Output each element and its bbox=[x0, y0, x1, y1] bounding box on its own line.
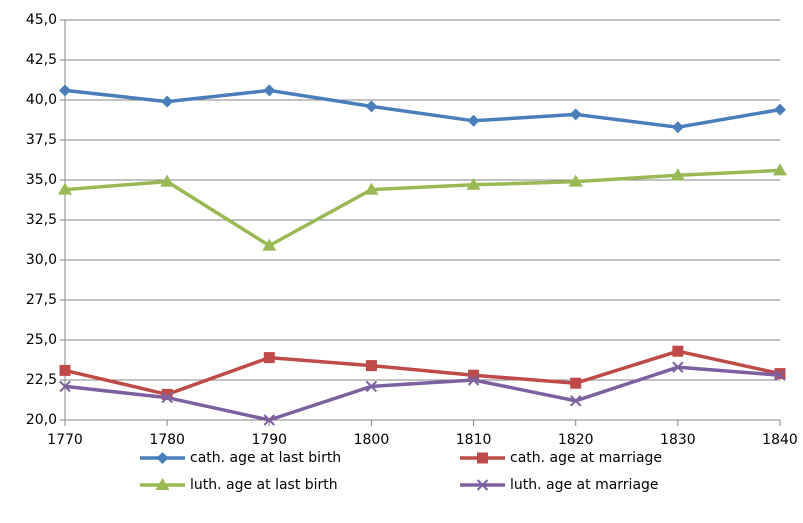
data-point bbox=[262, 238, 277, 251]
data-point bbox=[467, 374, 480, 386]
x-tick-label: 1830 bbox=[660, 432, 696, 448]
data-point bbox=[570, 377, 582, 389]
data-point bbox=[569, 108, 582, 121]
x-tick-label: 1790 bbox=[251, 432, 287, 448]
series-line bbox=[64, 349, 781, 397]
data-point bbox=[365, 360, 377, 372]
data-point bbox=[59, 364, 71, 376]
data-point bbox=[670, 168, 685, 181]
y-tick-label: 37,5 bbox=[26, 132, 57, 148]
y-tick-label: 45,0 bbox=[26, 12, 57, 28]
legend-marker bbox=[476, 479, 489, 491]
data-point bbox=[263, 414, 275, 426]
legend-label: cath. age at last birth bbox=[190, 450, 341, 466]
x-tick-label: 1770 bbox=[47, 432, 83, 448]
data-point bbox=[468, 369, 480, 381]
y-tick-label: 32,5 bbox=[26, 212, 57, 228]
y-tick-label: 27,5 bbox=[26, 292, 57, 308]
legend-label: cath. age at marriage bbox=[510, 450, 662, 466]
legend-label: luth. age at last birth bbox=[190, 477, 338, 493]
series-line bbox=[64, 168, 781, 248]
series-line bbox=[64, 365, 781, 422]
data-point bbox=[160, 174, 175, 187]
y-tick-label: 35,0 bbox=[26, 172, 57, 188]
y-tick-label: 22,5 bbox=[26, 372, 57, 388]
y-tick-label: 20,0 bbox=[26, 412, 57, 428]
x-tick-label: 1800 bbox=[354, 432, 390, 448]
legend-label: luth. age at marriage bbox=[510, 477, 659, 493]
y-tick-label: 25,0 bbox=[26, 332, 57, 348]
data-point bbox=[161, 95, 174, 108]
data-point bbox=[59, 84, 71, 97]
series-line bbox=[64, 88, 781, 129]
legend-marker bbox=[477, 452, 488, 464]
data-point bbox=[570, 395, 582, 407]
data-point bbox=[672, 361, 684, 373]
data-point bbox=[58, 182, 72, 195]
data-point bbox=[467, 114, 480, 127]
data-point bbox=[773, 163, 787, 176]
y-tick-label: 42,5 bbox=[26, 52, 57, 68]
x-tick-label: 1840 bbox=[762, 432, 798, 448]
data-point bbox=[568, 174, 583, 187]
x-tick-label: 1810 bbox=[456, 432, 492, 448]
legend-marker bbox=[156, 452, 169, 464]
data-point bbox=[365, 100, 378, 113]
y-tick-label: 30,0 bbox=[26, 252, 57, 268]
data-point bbox=[263, 352, 275, 364]
data-point bbox=[161, 391, 173, 404]
data-point bbox=[59, 380, 71, 393]
data-point bbox=[263, 84, 276, 97]
x-tick-label: 1820 bbox=[558, 432, 594, 448]
y-tick-label: 40,0 bbox=[26, 92, 57, 108]
data-point bbox=[364, 182, 379, 195]
data-point bbox=[774, 369, 786, 381]
data-point bbox=[365, 380, 378, 393]
legend-marker bbox=[155, 478, 170, 490]
x-tick-label: 1780 bbox=[149, 432, 185, 448]
data-point bbox=[672, 345, 684, 357]
data-point bbox=[161, 388, 173, 400]
data-point bbox=[671, 121, 684, 134]
data-point bbox=[774, 103, 786, 116]
data-point bbox=[466, 177, 481, 190]
